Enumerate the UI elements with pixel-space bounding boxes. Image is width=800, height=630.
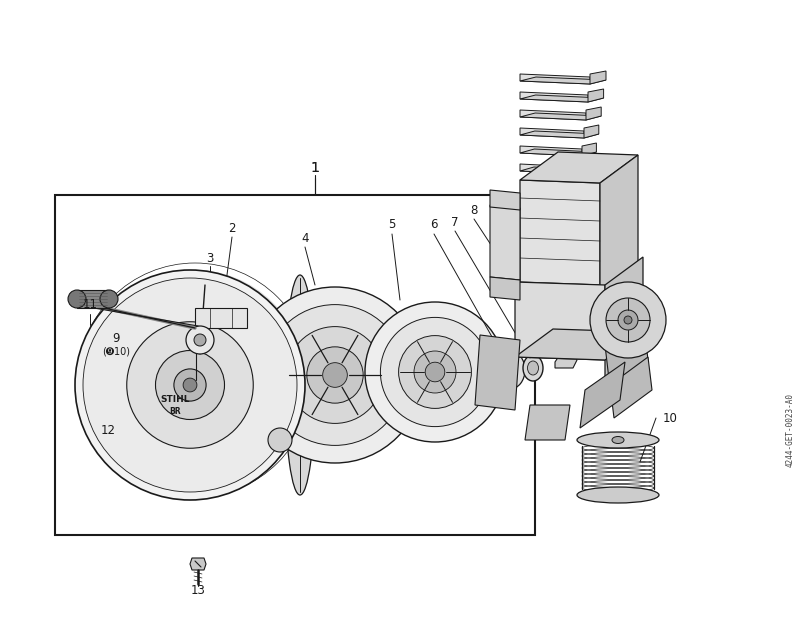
Polygon shape [520,95,604,102]
Text: 1: 1 [310,161,319,175]
Circle shape [268,428,292,452]
Circle shape [286,326,383,423]
Text: STIHL: STIHL [160,396,190,404]
Polygon shape [520,164,580,174]
Polygon shape [490,277,520,300]
Circle shape [126,322,254,449]
Circle shape [618,310,638,330]
Polygon shape [555,348,577,368]
Polygon shape [600,155,638,313]
Polygon shape [490,205,520,280]
Ellipse shape [577,432,659,448]
Text: 7: 7 [451,215,458,229]
Circle shape [624,316,632,324]
Polygon shape [588,89,604,102]
Polygon shape [605,257,643,388]
Polygon shape [586,107,602,120]
Text: 4244-GET-0023-A0: 4244-GET-0023-A0 [786,393,794,467]
Ellipse shape [523,355,543,381]
Circle shape [265,304,406,445]
Bar [77,290,109,308]
Polygon shape [520,131,598,138]
Circle shape [247,287,423,463]
Polygon shape [580,362,625,428]
Circle shape [83,278,297,492]
Text: 3: 3 [206,251,214,265]
Circle shape [606,298,650,342]
Circle shape [186,326,214,354]
Polygon shape [520,110,586,120]
Polygon shape [535,175,565,181]
Polygon shape [490,190,520,210]
Ellipse shape [495,351,525,389]
Polygon shape [544,192,556,205]
Polygon shape [540,175,560,192]
Circle shape [183,378,197,392]
Polygon shape [520,167,594,174]
Circle shape [85,270,305,490]
Polygon shape [190,558,206,570]
Circle shape [194,334,206,346]
Text: 1: 1 [310,161,319,175]
Ellipse shape [527,361,538,375]
Polygon shape [520,146,582,156]
Circle shape [307,347,363,403]
Polygon shape [582,143,596,156]
Text: 6: 6 [430,219,438,231]
Circle shape [426,362,445,382]
Circle shape [398,336,471,408]
Text: 9: 9 [112,331,120,345]
Text: 11: 11 [82,299,98,311]
Polygon shape [520,149,596,156]
Text: 4: 4 [302,231,309,244]
Text: BR: BR [169,408,181,416]
Circle shape [174,369,206,401]
Circle shape [414,351,456,393]
Polygon shape [605,317,648,388]
Text: 5: 5 [388,219,396,231]
Ellipse shape [577,487,659,503]
Ellipse shape [285,275,315,495]
Polygon shape [525,405,570,440]
Text: 12: 12 [101,423,115,437]
Polygon shape [590,71,606,84]
Polygon shape [515,282,605,360]
Circle shape [590,282,666,358]
Polygon shape [610,357,652,418]
Polygon shape [520,77,606,84]
Text: 13: 13 [190,583,206,597]
Polygon shape [520,180,600,285]
Ellipse shape [612,437,624,444]
Polygon shape [584,125,598,138]
Circle shape [68,290,86,308]
Text: (➒10): (➒10) [102,347,130,357]
Polygon shape [520,92,588,102]
Polygon shape [520,152,638,183]
Polygon shape [520,113,602,120]
Polygon shape [515,329,643,360]
Bar [55,195,535,535]
Text: 8: 8 [470,203,478,217]
Circle shape [75,270,305,500]
Polygon shape [475,335,520,410]
Circle shape [322,363,347,387]
Bar [195,308,247,328]
Circle shape [365,302,505,442]
Polygon shape [520,128,584,138]
Circle shape [381,318,490,427]
Polygon shape [580,161,594,174]
Text: 10: 10 [662,411,678,425]
Text: 2: 2 [228,222,236,234]
Ellipse shape [503,361,517,379]
Circle shape [100,290,118,308]
Polygon shape [520,74,590,84]
Circle shape [155,350,225,420]
